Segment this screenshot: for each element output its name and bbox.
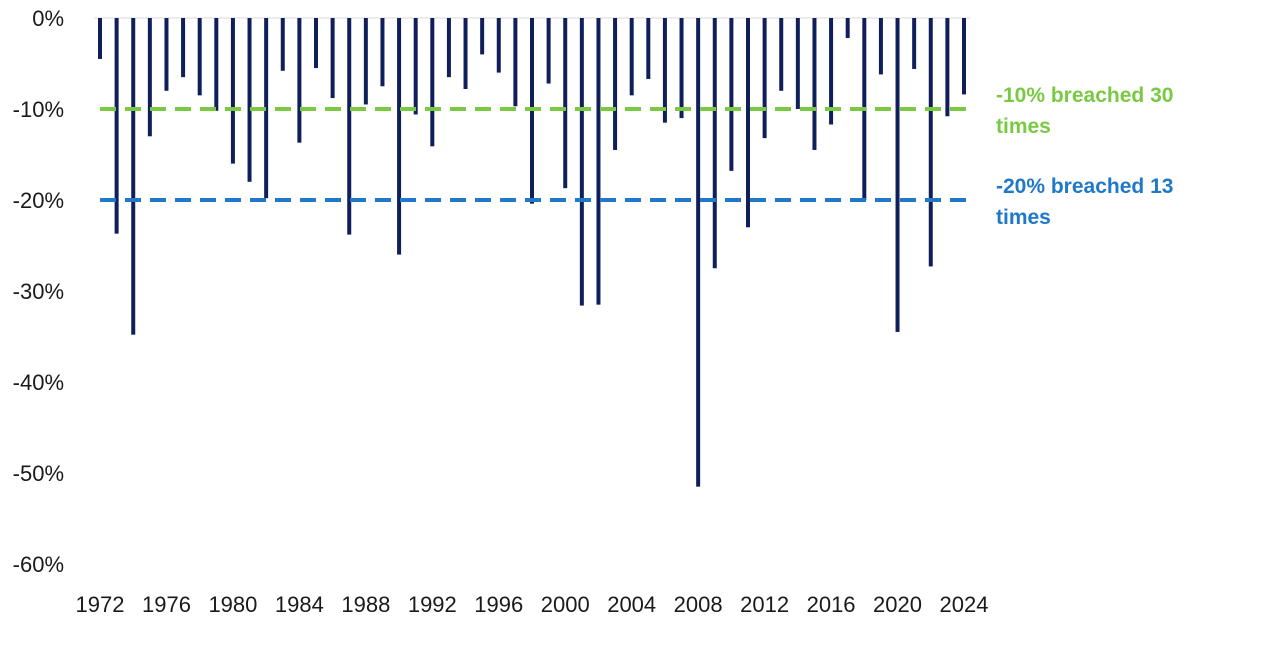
bar — [945, 18, 950, 117]
bar — [114, 18, 119, 234]
y-tick-label: -40% — [13, 370, 64, 395]
bar — [480, 18, 485, 55]
y-tick-label: -30% — [13, 279, 64, 304]
y-tick-label: -50% — [13, 461, 64, 486]
x-tick-label: 1992 — [408, 592, 457, 617]
reference-label-cont: times — [996, 206, 1051, 229]
x-tick-label: 2016 — [807, 592, 856, 617]
bar — [230, 18, 235, 164]
reference-label: -20% breached 13 — [996, 175, 1173, 198]
x-tick-label: 2008 — [674, 592, 723, 617]
bar — [397, 18, 402, 255]
x-tick-label: 1980 — [208, 592, 257, 617]
bar — [679, 18, 684, 119]
bar — [928, 18, 933, 267]
bar — [895, 18, 900, 332]
bar — [579, 18, 584, 306]
bar — [347, 18, 352, 235]
bar — [613, 18, 618, 150]
bar — [463, 18, 468, 89]
bar — [812, 18, 817, 150]
bar — [314, 18, 318, 69]
y-tick-label: -20% — [13, 188, 64, 213]
bar — [878, 18, 883, 75]
bar — [496, 18, 501, 73]
bar — [413, 18, 418, 115]
reference-label-cont: times — [996, 115, 1051, 138]
y-tick-label: -10% — [13, 97, 64, 122]
bar — [430, 18, 435, 147]
bar — [596, 18, 601, 305]
x-tick-label: 1972 — [76, 592, 125, 617]
bar — [363, 18, 368, 105]
bar — [762, 18, 767, 139]
bar — [563, 18, 568, 189]
bar — [147, 18, 152, 137]
y-tick-label: -60% — [13, 552, 64, 577]
bar — [297, 18, 302, 143]
x-tick-label: 2020 — [873, 592, 922, 617]
x-tick-label: 1996 — [474, 592, 523, 617]
bar — [131, 18, 136, 335]
bar — [164, 18, 169, 91]
x-tick-label: 2012 — [740, 592, 789, 617]
bar — [280, 18, 285, 71]
bar — [729, 18, 734, 171]
bars-group — [98, 18, 966, 487]
bar — [662, 18, 667, 123]
bar — [513, 18, 518, 107]
bar — [181, 18, 186, 78]
bar — [247, 18, 252, 182]
reference-label: -10% breached 30 — [996, 84, 1173, 107]
bar — [98, 18, 102, 59]
x-tick-label: 2024 — [940, 592, 989, 617]
y-tick-label: 0% — [32, 6, 64, 31]
bar — [962, 18, 966, 95]
x-tick-label: 2000 — [541, 592, 590, 617]
x-tick-label: 1976 — [142, 592, 191, 617]
x-tick-label: 1988 — [341, 592, 390, 617]
x-tick-label: 2004 — [607, 592, 656, 617]
x-tick-label: 1984 — [275, 592, 324, 617]
x-axis: 1972 1976 1980 1984 1988 1992 1996 2000 2004 2008… — [76, 592, 989, 617]
bar — [380, 18, 385, 87]
bar — [264, 18, 269, 199]
bar — [446, 18, 451, 78]
bar — [795, 18, 800, 109]
bar — [912, 18, 917, 69]
reference-lines-group: -10% breached 30 times -20% breached 13 tim… — [100, 84, 1173, 229]
bar — [746, 18, 750, 228]
y-axis: 0% -10% -20% -30% -40% -50% -60% — [13, 6, 64, 577]
bar — [330, 18, 335, 99]
bar — [712, 18, 717, 269]
bar — [779, 18, 784, 91]
bar — [214, 18, 219, 111]
bar — [646, 18, 651, 79]
bar — [629, 18, 634, 96]
bar — [845, 18, 850, 39]
bar — [696, 18, 701, 487]
bar — [546, 18, 551, 84]
bar — [197, 18, 202, 96]
bar — [829, 18, 834, 125]
